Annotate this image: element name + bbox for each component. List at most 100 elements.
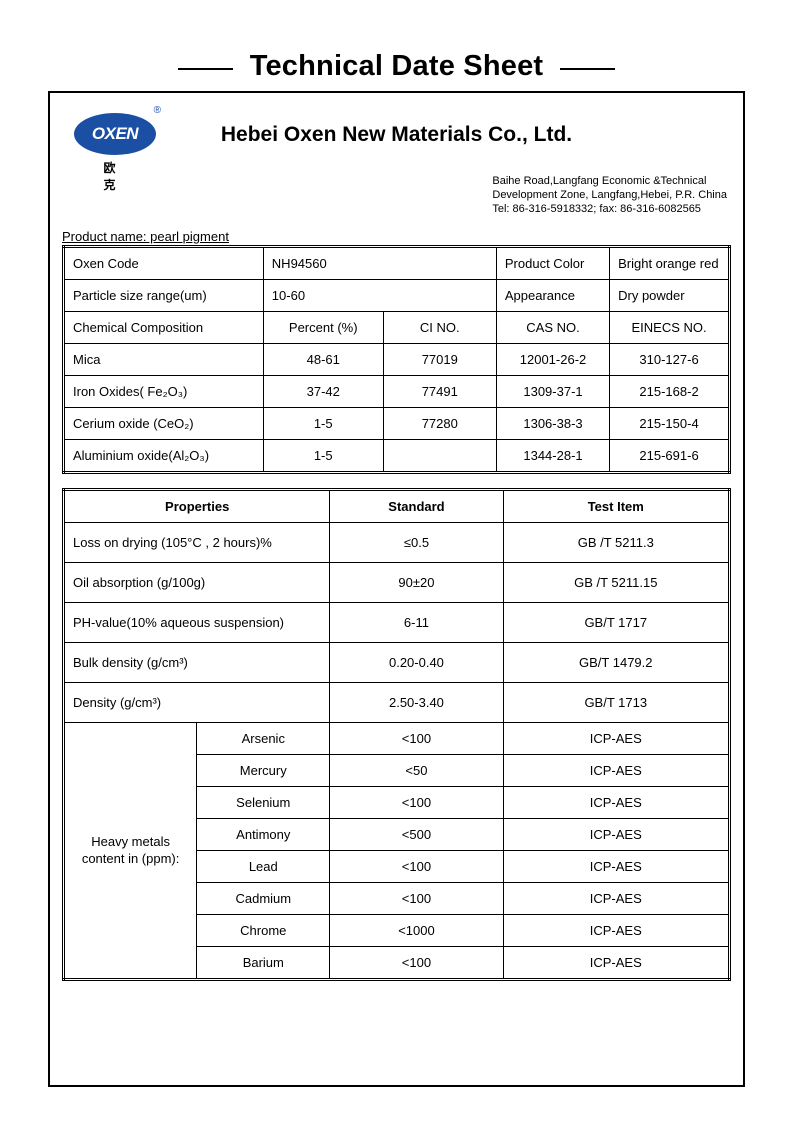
cell: Mercury <box>197 755 330 787</box>
cell: 12001-26-2 <box>496 344 609 376</box>
cell: <100 <box>330 851 503 883</box>
cell: ICP-AES <box>503 755 729 787</box>
cell: Test Item <box>503 490 729 523</box>
cell: <100 <box>330 883 503 915</box>
cell: Mica <box>64 344 264 376</box>
document-frame: ® OXEN 欧 克 Hebei Oxen New Materials Co.,… <box>48 91 745 1087</box>
cell: Oil absorption (g/100g) <box>64 563 330 603</box>
table-row: Properties Standard Test Item <box>64 490 730 523</box>
title-rule-left <box>178 68 233 70</box>
table-row: Oxen Code NH94560 Product Color Bright o… <box>64 247 730 280</box>
cell: Iron Oxides( Fe₂O₃) <box>64 376 264 408</box>
main-title: Technical Date Sheet <box>250 50 544 82</box>
cell: <100 <box>330 787 503 819</box>
title-rule-right <box>560 68 615 70</box>
cell: <100 <box>330 947 503 980</box>
cell: GB/T 1713 <box>503 683 729 723</box>
table-row: Iron Oxides( Fe₂O₃) 37-42 77491 1309-37-… <box>64 376 730 408</box>
cell: EINECS NO. <box>610 312 730 344</box>
cell: Loss on drying (105°C , 2 hours)% <box>64 523 330 563</box>
table-row: Chemical Composition Percent (%) CI NO. … <box>64 312 730 344</box>
logo-text: OXEN <box>92 124 138 144</box>
logo-oval-icon: OXEN <box>74 113 156 155</box>
cell: Lead <box>197 851 330 883</box>
cell: 215-168-2 <box>610 376 730 408</box>
cell: Oxen Code <box>64 247 264 280</box>
table-row: Aluminium oxide(Al₂O₃) 1-5 1344-28-1 215… <box>64 440 730 473</box>
logo: ® OXEN 欧 克 <box>74 113 159 193</box>
cell: GB/T 1479.2 <box>503 643 729 683</box>
cell: <100 <box>330 723 503 755</box>
header-block: ® OXEN 欧 克 Hebei Oxen New Materials Co.,… <box>62 105 731 227</box>
table-row: Cerium oxide (CeO₂) 1-5 77280 1306-38-3 … <box>64 408 730 440</box>
cell: 77019 <box>383 344 496 376</box>
cell: 37-42 <box>263 376 383 408</box>
cell: 215-691-6 <box>610 440 730 473</box>
table-row: Mica 48-61 77019 12001-26-2 310-127-6 <box>64 344 730 376</box>
cell: Bulk density (g/cm³) <box>64 643 330 683</box>
cell <box>383 440 496 473</box>
address-line: Baihe Road,Langfang Economic &Technical <box>492 175 727 189</box>
cell: Percent (%) <box>263 312 383 344</box>
cell: Barium <box>197 947 330 980</box>
cell: 310-127-6 <box>610 344 730 376</box>
cell: ICP-AES <box>503 819 729 851</box>
cell: <500 <box>330 819 503 851</box>
cell: 10-60 <box>263 280 496 312</box>
cell: <1000 <box>330 915 503 947</box>
cell: ICP-AES <box>503 883 729 915</box>
table-row: Oil absorption (g/100g) 90±20 GB /T 5211… <box>64 563 730 603</box>
cell: 48-61 <box>263 344 383 376</box>
cell: Bright orange red <box>610 247 730 280</box>
address-block: Baihe Road,Langfang Economic &Technical … <box>492 175 727 216</box>
table-row: Particle size range(um) 10-60 Appearance… <box>64 280 730 312</box>
cell: GB /T 5211.3 <box>503 523 729 563</box>
cell: CI NO. <box>383 312 496 344</box>
cell: 6-11 <box>330 603 503 643</box>
cell: Selenium <box>197 787 330 819</box>
cell: 2.50-3.40 <box>330 683 503 723</box>
cell: 77280 <box>383 408 496 440</box>
table-row: Bulk density (g/cm³) 0.20-0.40 GB/T 1479… <box>64 643 730 683</box>
cell: PH-value(10% aqueous suspension) <box>64 603 330 643</box>
cell: 0.20-0.40 <box>330 643 503 683</box>
cell: ICP-AES <box>503 915 729 947</box>
cell: Cadmium <box>197 883 330 915</box>
address-line: Tel: 86-316-5918332; fax: 86-316-6082565 <box>492 203 727 217</box>
cell: <50 <box>330 755 503 787</box>
cell: Product Color <box>496 247 609 280</box>
cell: GB/T 1717 <box>503 603 729 643</box>
cell: Density (g/cm³) <box>64 683 330 723</box>
heavy-metals-label: Heavy metals content in (ppm): <box>64 723 197 980</box>
logo-cn-text: 欧 克 <box>82 159 159 193</box>
cell: 215-150-4 <box>610 408 730 440</box>
properties-table: Properties Standard Test Item Loss on dr… <box>62 488 731 981</box>
table-row: PH-value(10% aqueous suspension) 6-11 GB… <box>64 603 730 643</box>
cell: ICP-AES <box>503 787 729 819</box>
cell: Chrome <box>197 915 330 947</box>
product-name: Product name: pearl pigment <box>62 229 731 244</box>
spec-table: Oxen Code NH94560 Product Color Bright o… <box>62 245 731 474</box>
registered-mark: ® <box>154 105 161 116</box>
cell: Chemical Composition <box>64 312 264 344</box>
cell: 1306-38-3 <box>496 408 609 440</box>
cell: Standard <box>330 490 503 523</box>
table-row: Heavy metals content in (ppm): Arsenic <… <box>64 723 730 755</box>
cell: 1309-37-1 <box>496 376 609 408</box>
cell: Appearance <box>496 280 609 312</box>
cell: GB /T 5211.15 <box>503 563 729 603</box>
cell: NH94560 <box>263 247 496 280</box>
cell: ICP-AES <box>503 723 729 755</box>
cell: Dry powder <box>610 280 730 312</box>
cell: 1344-28-1 <box>496 440 609 473</box>
cell: ≤0.5 <box>330 523 503 563</box>
cell: ICP-AES <box>503 851 729 883</box>
table-row: Loss on drying (105°C , 2 hours)% ≤0.5 G… <box>64 523 730 563</box>
company-name: Hebei Oxen New Materials Co., Ltd. <box>62 105 731 147</box>
cell: 77491 <box>383 376 496 408</box>
cell: Arsenic <box>197 723 330 755</box>
address-line: Development Zone, Langfang,Hebei, P.R. C… <box>492 189 727 203</box>
cell: Particle size range(um) <box>64 280 264 312</box>
cell: 90±20 <box>330 563 503 603</box>
cell: 1-5 <box>263 440 383 473</box>
